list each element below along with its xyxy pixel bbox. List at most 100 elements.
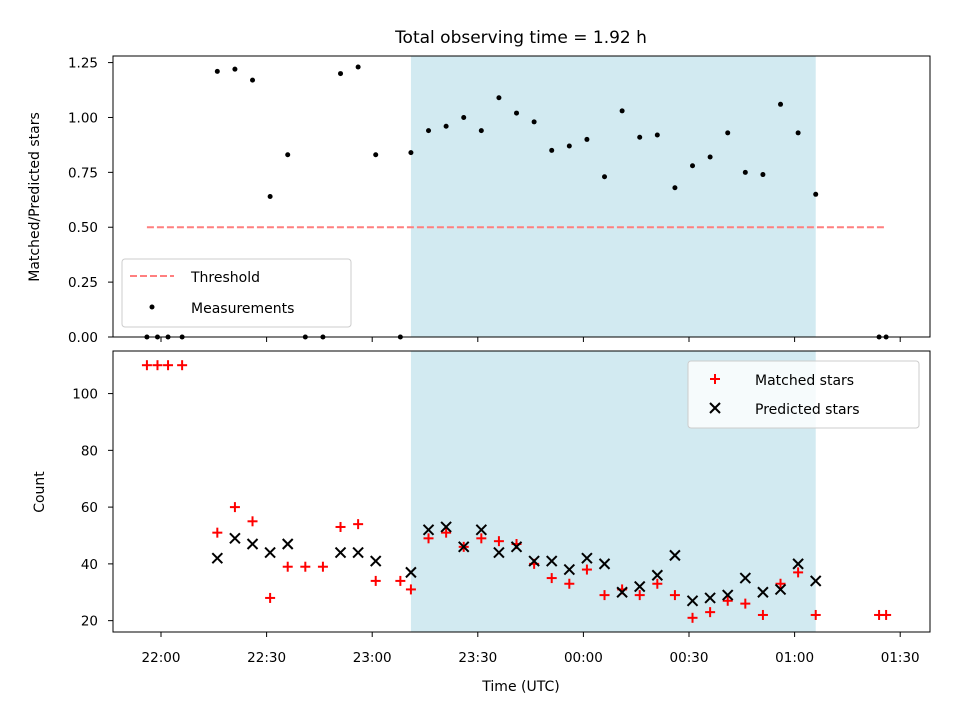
- bottom-x-ticks: 22:00 22:30 23:00 23:30 00:00 00:30 01:00 01:30: [142, 632, 920, 666]
- predicted-stars-point: [739, 572, 752, 584]
- bottom-y-tick-label: 60: [81, 500, 98, 516]
- x-tick-label: 01:30: [881, 650, 920, 666]
- top-legend: Threshold Measurements: [121, 258, 352, 328]
- matched-stars-point: [441, 527, 452, 538]
- matched-legend-label: Matched stars: [755, 373, 854, 389]
- matched-stars-point: [141, 360, 152, 371]
- matched-stars-point: [300, 561, 311, 572]
- matched-legend-swatch: [710, 374, 720, 384]
- matched-stars-point: [229, 502, 240, 513]
- measurement-point: [778, 101, 784, 107]
- predicted-stars-point: [546, 555, 558, 567]
- matched-stars-point: [423, 533, 434, 544]
- predicted-stars-point: [634, 580, 646, 593]
- x-tick-label: 01:00: [775, 650, 814, 666]
- measurement-point: [813, 191, 819, 197]
- measurement-point: [637, 134, 643, 140]
- predicted-stars-point: [510, 541, 523, 553]
- top-y-axis-label: Matched/Predicted stars: [27, 112, 43, 282]
- x-tick-label: 00:00: [564, 650, 603, 666]
- measurement-point: [355, 64, 361, 70]
- predicted-stars-point: [581, 552, 593, 564]
- measurement-point: [373, 152, 379, 158]
- matched-stars-point: [395, 575, 406, 586]
- matched-stars-point: [493, 536, 504, 547]
- measurement-point: [461, 114, 467, 120]
- top-legend-box: [121, 258, 352, 328]
- predicted-stars-point: [528, 555, 540, 567]
- predicted-stars-point: [422, 524, 435, 536]
- matched-stars-point: [669, 590, 680, 601]
- predicted-stars-point: [264, 546, 276, 559]
- top-y-ticks: 0.00 0.25 0.50 0.75 1.00 1.25: [68, 56, 113, 346]
- matched-stars-point: [757, 609, 768, 620]
- measurement-point: [338, 71, 344, 77]
- predicted-stars-point: [722, 589, 734, 601]
- predicted-stars-point: [334, 546, 347, 559]
- measurement-point: [443, 123, 449, 129]
- top-y-tick-label: 1.25: [68, 56, 98, 72]
- measurement-point: [742, 169, 748, 175]
- predicted-legend-label: Predicted stars: [755, 402, 860, 418]
- bottom-y-tick-label: 40: [81, 557, 98, 573]
- measurement-point: [531, 119, 537, 125]
- predicted-stars-point: [774, 583, 787, 596]
- matched-stars-point: [405, 584, 416, 595]
- bottom-y-axis-label: Count: [32, 471, 48, 513]
- matched-stars-point: [370, 575, 381, 586]
- measurement-point: [250, 77, 256, 83]
- top-observing-window: [410, 56, 816, 337]
- predicted-stars-point: [810, 575, 822, 587]
- measurement-point: [496, 95, 502, 101]
- top-y-tick-label: 0.50: [68, 220, 98, 236]
- measurement-point: [584, 136, 590, 142]
- matched-stars-point: [564, 578, 575, 589]
- matched-stars-point: [740, 598, 751, 609]
- predicted-stars-point: [458, 541, 470, 553]
- measurement-point: [267, 194, 273, 199]
- measurement-point: [672, 185, 678, 191]
- bottom-legend: Matched stars Predicted stars: [687, 360, 920, 429]
- matched-stars-point: [163, 360, 174, 371]
- bottom-y-tick-label: 80: [81, 443, 98, 459]
- predicted-stars-point: [282, 538, 294, 550]
- predicted-stars-point: [563, 563, 576, 576]
- matched-stars-point: [881, 609, 892, 620]
- top-y-tick-label: 1.00: [68, 110, 98, 126]
- x-tick-label: 00:30: [670, 650, 709, 666]
- matched-stars-point: [705, 607, 716, 618]
- predicted-stars-point: [370, 555, 382, 567]
- predicted-stars-point: [229, 532, 241, 545]
- predicted-stars-point: [757, 586, 769, 598]
- predicted-stars-point: [686, 595, 699, 607]
- matched-stars-point: [652, 578, 663, 589]
- matched-stars-point: [265, 592, 276, 603]
- matched-stars-point: [152, 360, 163, 371]
- predicted-stars-point: [440, 521, 452, 533]
- matched-stars-point: [247, 516, 258, 527]
- measurement-point: [478, 128, 484, 134]
- measurements-legend-label: Measurements: [191, 301, 294, 317]
- predicted-stars-point: [704, 592, 716, 604]
- matched-stars-point: [282, 561, 293, 572]
- measurement-point: [707, 154, 713, 160]
- predicted-stars-point: [651, 569, 664, 581]
- top-axes-frame: [112, 55, 931, 338]
- measurement-point: [232, 66, 238, 72]
- matched-stars-point: [317, 561, 328, 572]
- x-tick-label: 22:30: [247, 650, 286, 666]
- chart-title: Total observing time = 1.92 h: [394, 28, 647, 48]
- top-y-tick-label: 0.25: [68, 275, 98, 291]
- x-tick-label: 23:30: [458, 650, 497, 666]
- predicted-stars-point: [211, 552, 224, 564]
- predicted-stars-point: [475, 524, 488, 536]
- predicted-stars-point: [792, 558, 804, 570]
- measurement-point: [285, 152, 291, 158]
- top-marks: [144, 64, 889, 340]
- predicted-legend-swatch: [709, 402, 721, 414]
- measurement-point: [690, 163, 696, 169]
- predicted-stars-point: [598, 558, 611, 570]
- measurement-point: [426, 128, 432, 134]
- matched-stars-point: [599, 590, 610, 601]
